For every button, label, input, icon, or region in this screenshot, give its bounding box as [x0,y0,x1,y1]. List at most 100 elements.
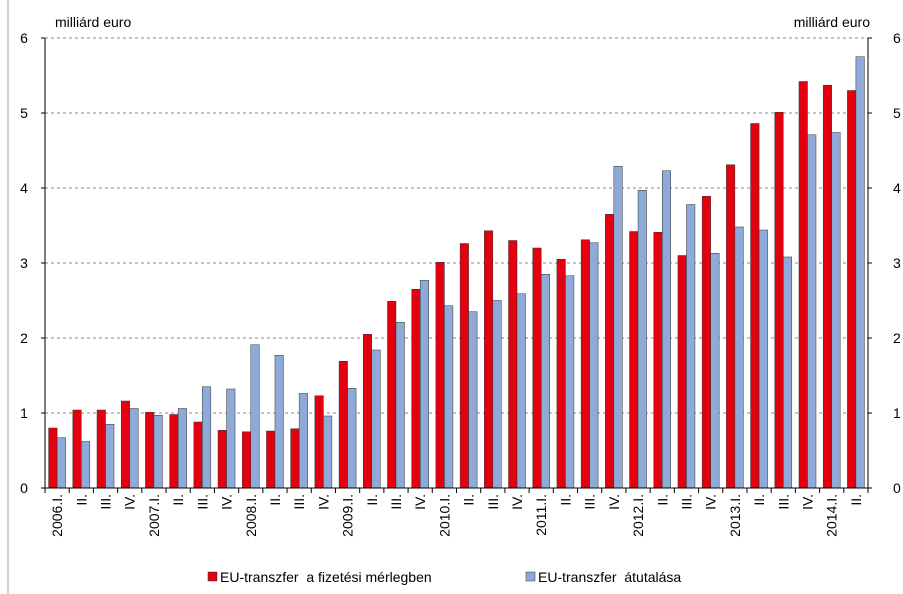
x-tick-label: III. [582,494,598,510]
bar [847,90,857,489]
x-tick-label: III. [678,494,694,510]
bar [387,301,397,489]
bar [662,170,671,489]
y-tick-label: 6 [20,30,28,46]
bar [726,164,736,489]
bar [629,231,639,489]
bar [492,300,502,489]
bar [411,289,421,489]
x-tick-label: 2006.I. [49,494,65,537]
bar [677,255,687,489]
bar [177,408,187,489]
bar [710,253,720,489]
bar [750,123,760,489]
bar [347,388,357,489]
bar [48,427,58,489]
y2-tick-label: 1 [893,405,901,421]
x-tick-label: 2011.I. [533,494,549,536]
bar [145,412,155,489]
bar [202,386,212,489]
bar [274,355,284,489]
x-tick-label: III. [485,494,501,510]
bar [822,85,832,489]
bar [807,134,817,489]
bar [701,196,711,489]
bar [120,400,130,489]
bar [242,431,251,489]
bar [459,243,469,489]
x-tick-label: II. [654,494,670,506]
legend-swatch [525,571,536,582]
legend-label: EU-transzfer átutalása [538,569,681,585]
x-tick-label: III. [98,494,114,510]
x-tick-label: IV. [703,494,719,510]
bar [338,361,348,489]
x-tick-label: II. [170,494,186,506]
bar [435,262,445,489]
bar [169,414,179,489]
y-tick-label: 2 [20,330,28,346]
x-tick-label: II. [461,494,477,506]
bar [613,166,623,489]
bar [323,415,333,489]
bar [686,204,696,489]
legend-label: EU-transzfer a fizetési mérlegben [220,569,432,585]
x-tick-label: 2007.I. [146,494,162,537]
bar [266,430,276,489]
bar [226,388,236,489]
x-tick-label: IV. [315,494,331,510]
bar [129,408,139,489]
bar [484,230,494,489]
y2-tick-label: 4 [893,180,901,196]
x-tick-label: II. [267,494,283,506]
bar [855,56,865,489]
x-tick-label: III. [388,494,404,510]
bar [298,393,308,489]
x-tick-label: IV. [606,494,622,510]
bar [81,441,91,489]
bar [96,409,106,489]
legend-swatch [207,571,218,582]
bar [605,214,615,489]
bar [758,229,768,489]
bar [580,239,590,489]
y-tick-label: 4 [20,180,28,196]
x-tick-label: II. [364,494,380,506]
bar [532,247,542,489]
x-tick-label: IV. [219,494,235,510]
x-tick-label: II. [557,494,573,506]
x-tick-label: IV. [412,494,428,510]
y2-unit-label: milliárd euro [794,14,870,30]
x-tick-label: III. [291,494,307,510]
bar [217,430,227,489]
x-tick-label: II. [848,494,864,506]
y-unit-label: milliárd euro [55,14,131,30]
bar [56,437,66,489]
x-tick-label: II. [73,494,89,506]
x-tick-label: II. [751,494,767,506]
bar [468,311,478,489]
bar [540,274,550,489]
y2-tick-label: 5 [893,105,901,121]
y-tick-label: 3 [20,255,28,271]
bar [314,395,324,489]
x-tick-label: 2013.I. [727,494,743,537]
bar [508,240,518,489]
bar [105,424,115,489]
bar [734,226,744,489]
bar [798,81,808,489]
bar [153,415,163,489]
bar [653,232,663,489]
bar [637,190,647,489]
bar [444,305,454,489]
bar [193,421,203,489]
bar [72,409,82,489]
x-tick-label: IV. [509,494,525,510]
bar [363,334,373,489]
x-tick-label: IV. [122,494,138,510]
bar [395,322,405,489]
x-tick-label: III. [194,494,210,510]
bar [774,112,784,489]
